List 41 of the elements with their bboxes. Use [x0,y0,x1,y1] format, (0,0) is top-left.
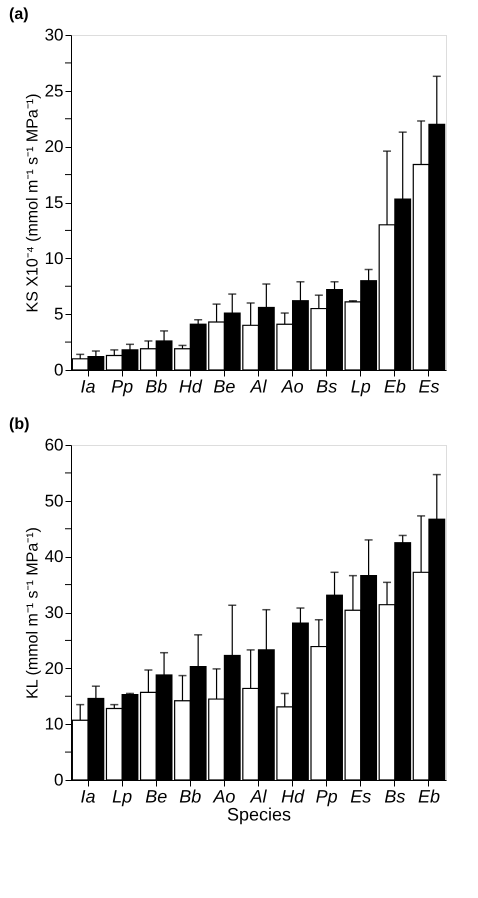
x-tick-label: Al [249,376,268,396]
x-tick-label: Hd [281,786,306,806]
chart-title: (a) [9,6,29,23]
y-tick-label: 60 [44,436,64,454]
x-axis-title: Species [226,804,292,824]
y-tick-label: 30 [44,603,64,622]
x-tick-label: Es [350,786,372,806]
y-axis-title: KS X10⁻⁴ (mmol m⁻¹ s⁻¹ MPa⁻¹) [24,94,42,312]
y-tick-label: 20 [44,658,64,678]
x-tick-label: Ao [212,786,236,806]
x-tick-label: Eb [384,376,406,396]
x-tick-label: Ia [80,786,96,806]
x-tick-label: Hd [178,376,203,396]
x-tick-label: Ao [280,376,304,396]
x-tick-label: Be [145,786,168,806]
x-tick-label: Eb [418,786,440,806]
x-tick-label: Es [418,376,440,396]
y-tick-label: 10 [44,248,64,268]
x-tick-label: Bs [316,376,338,396]
x-tick-label: Lp [112,786,132,806]
x-tick-label: Bb [179,786,202,806]
y-tick-label: 5 [54,304,64,324]
y-tick-label: 0 [54,770,64,790]
y-tick-label: 15 [44,193,64,212]
x-tick-label: Bs [384,786,406,806]
x-tick-label: Bb [145,376,168,396]
x-tick-label: Pp [316,786,338,806]
x-tick-label: Pp [111,376,134,396]
x-tick-label: Lp [350,376,371,396]
y-tick-label: 50 [44,491,64,510]
y-tick-label: 20 [44,137,64,156]
x-tick-label: Ia [80,376,96,396]
chart-title: (b) [9,416,30,433]
y-tick-label: 30 [44,26,64,44]
y-tick-label: 40 [44,547,64,566]
x-tick-label: Be [213,376,236,396]
y-tick-label: 0 [54,360,64,380]
y-axis-title: KL (mmol m⁻¹ s⁻¹ MPa⁻¹) [24,527,42,699]
y-tick-label: 25 [44,81,64,100]
x-tick-label: Al [249,786,268,806]
y-tick-label: 10 [44,714,64,734]
